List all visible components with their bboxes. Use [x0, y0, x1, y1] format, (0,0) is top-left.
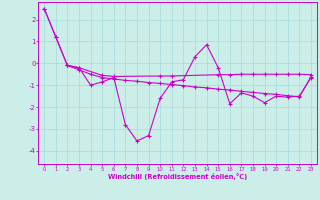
- X-axis label: Windchill (Refroidissement éolien,°C): Windchill (Refroidissement éolien,°C): [108, 173, 247, 180]
